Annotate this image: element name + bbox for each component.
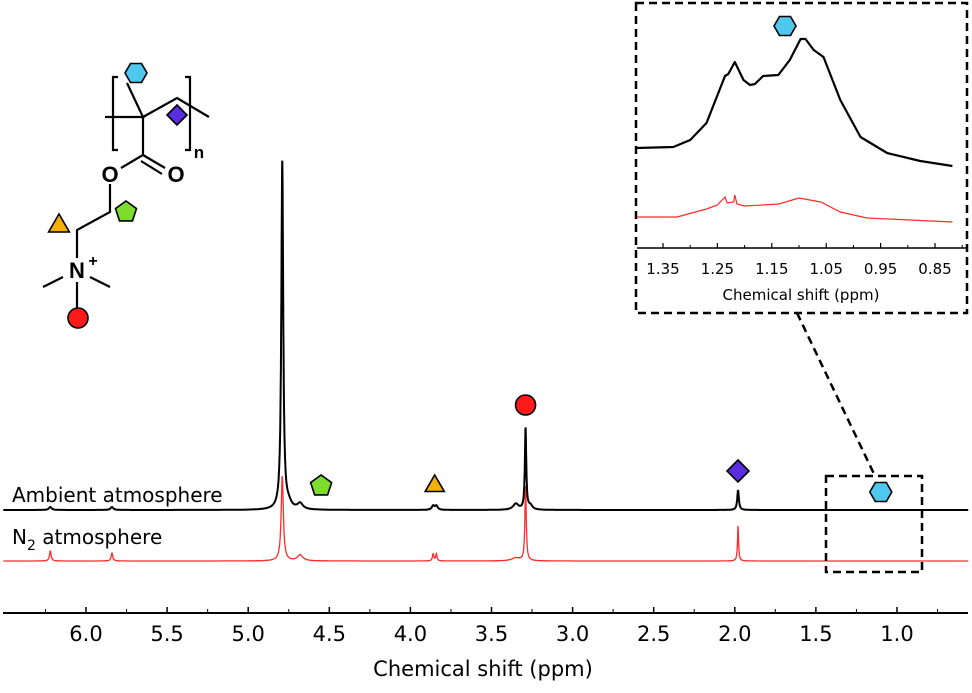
x-tick-label: 3.0 bbox=[556, 622, 589, 646]
n2-atmosphere-trace bbox=[3, 475, 969, 562]
ester-oxygen: O bbox=[101, 162, 118, 187]
inset-x-axis-title: Chemical shift (ppm) bbox=[723, 286, 880, 304]
x-tick-label: 2.5 bbox=[637, 622, 670, 646]
n2-label-n: N bbox=[12, 525, 27, 549]
triangle-marker-icon bbox=[423, 473, 446, 493]
pentagon-marker-icon bbox=[114, 200, 138, 222]
hexagon-marker-icon bbox=[124, 62, 148, 84]
zoom-region-box bbox=[824, 474, 924, 574]
x-tick-label: 3.5 bbox=[475, 622, 508, 646]
carbonyl-double-bond bbox=[140, 154, 166, 175]
ambient-atmosphere-label: Ambient atmosphere bbox=[12, 483, 223, 507]
circle-marker-icon bbox=[514, 394, 537, 416]
x-tick-label: 2.0 bbox=[718, 622, 751, 646]
positive-charge: + bbox=[88, 253, 97, 270]
x-tick-label: 5.5 bbox=[150, 622, 183, 646]
x-tick-label: 1.0 bbox=[880, 622, 913, 646]
hexagon-marker-icon bbox=[773, 15, 797, 37]
n2-label-rest: atmosphere bbox=[36, 525, 162, 549]
n2-label-sub: 2 bbox=[27, 538, 36, 554]
inset-tick-label: 1.15 bbox=[755, 260, 788, 278]
repeat-n: n bbox=[194, 143, 204, 162]
right-bracket bbox=[185, 75, 192, 152]
pentagon-marker-icon bbox=[309, 474, 333, 496]
inset-tick-label: 1.25 bbox=[701, 260, 734, 278]
chemical-structure bbox=[42, 75, 210, 310]
n2-atmosphere-label: N2 atmosphere bbox=[12, 525, 162, 554]
inset-tick-label: 0.95 bbox=[864, 260, 897, 278]
carbonyl-oxygen: O bbox=[167, 162, 184, 187]
x-tick-label: 6.0 bbox=[69, 622, 102, 646]
circle-marker-icon bbox=[67, 307, 89, 329]
x-axis-title: Chemical shift (ppm) bbox=[373, 657, 593, 681]
diamond-marker-icon bbox=[165, 103, 189, 127]
diamond-marker-icon bbox=[725, 458, 751, 484]
inset-tick-label: 0.85 bbox=[918, 260, 951, 278]
triangle-marker-icon bbox=[47, 212, 71, 233]
x-tick-label: 5.0 bbox=[231, 622, 264, 646]
inset-ambient-trace bbox=[636, 37, 953, 168]
inset-n2-trace bbox=[636, 194, 953, 223]
left-bracket bbox=[111, 75, 118, 152]
nitrogen: N bbox=[69, 258, 85, 283]
hexagon-marker-icon bbox=[868, 481, 893, 503]
x-tick-label: 4.0 bbox=[394, 622, 427, 646]
zoom-connector-line bbox=[795, 312, 877, 477]
inset-tick-label: 1.05 bbox=[809, 260, 842, 278]
x-tick-label: 4.5 bbox=[313, 622, 346, 646]
x-tick-label: 1.5 bbox=[799, 622, 832, 646]
inset-tick-label: 1.35 bbox=[646, 260, 679, 278]
ambient-atmosphere-trace bbox=[3, 160, 969, 511]
